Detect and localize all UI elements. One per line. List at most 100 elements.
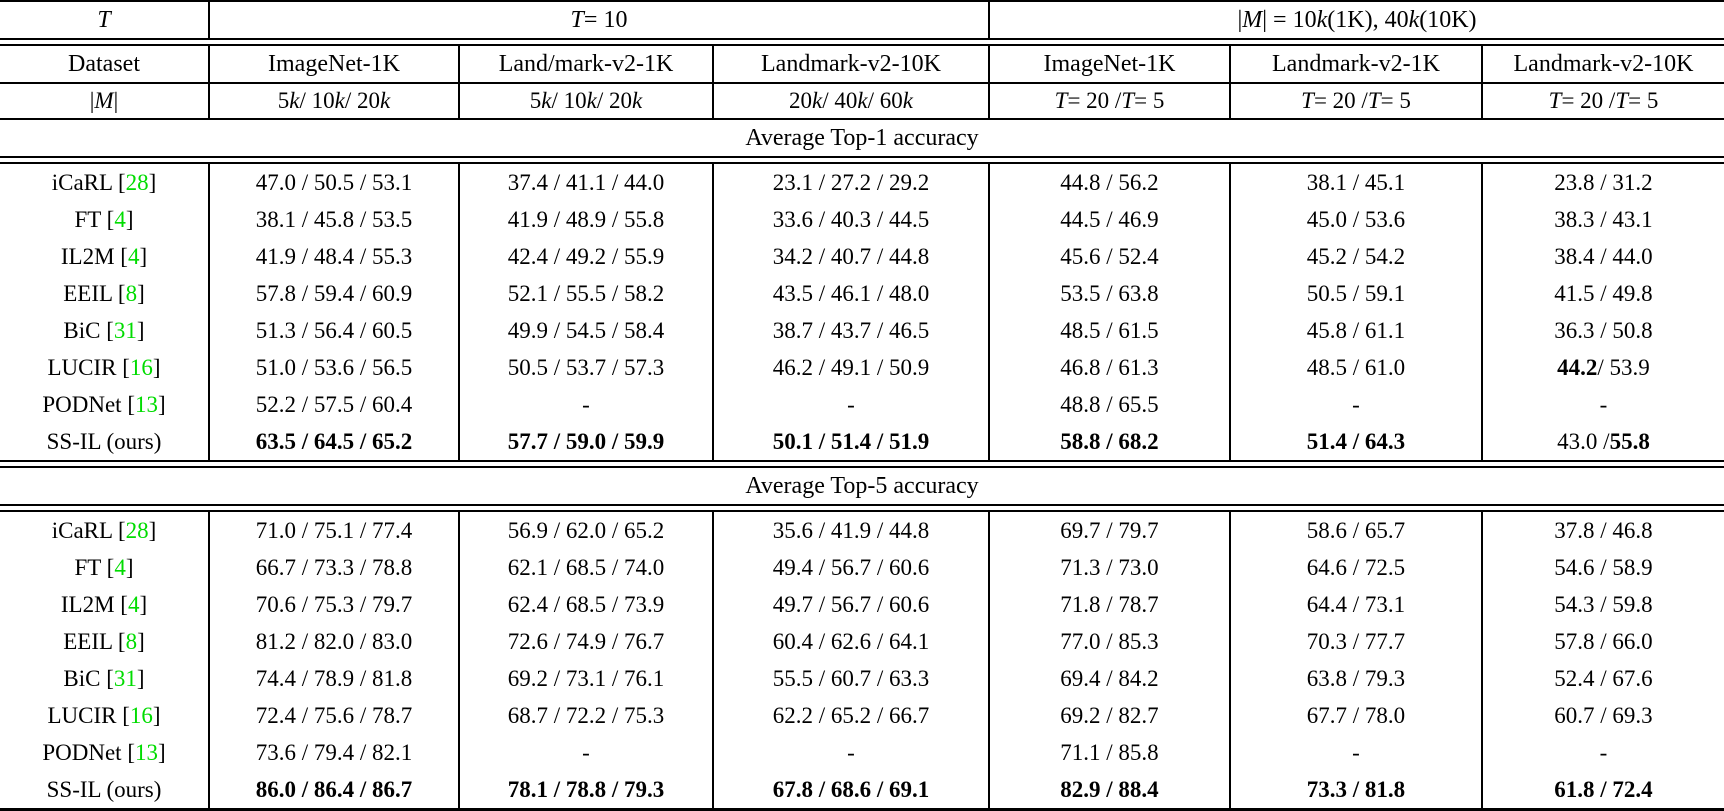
citation-link[interactable]: 4: [114, 554, 126, 580]
value-cell: 61.8 / 72.4: [1481, 771, 1724, 808]
value-cell: 41.5 / 49.8: [1481, 275, 1724, 312]
citation-link[interactable]: 13: [134, 739, 158, 765]
section-title-text: Average Top-1 accuracy: [745, 124, 979, 151]
value-cell: 58.6 / 65.7: [1229, 512, 1481, 549]
value-cell: 69.4 / 84.2: [988, 660, 1229, 697]
table-row: BiC [31] 74.4 / 78.9 / 81.8 69.2 / 73.1 / …: [0, 660, 1724, 697]
value-cell: 52.1 / 55.5 / 58.2: [458, 275, 712, 312]
value-cell: 52.4 / 67.6: [1481, 660, 1724, 697]
value-cell: 48.5 / 61.0: [1229, 349, 1481, 386]
value-cell: 62.4 / 68.5 / 73.9: [458, 586, 712, 623]
value-cell: 60.7 / 69.3: [1481, 697, 1724, 734]
value-cell: 52.2 / 57.5 / 60.4: [208, 386, 458, 423]
method-cell: SS-IL (ours): [46, 776, 162, 802]
value-cell: -: [1229, 734, 1481, 771]
double-rule: [0, 156, 1724, 164]
header-cell-memory: | M |: [89, 88, 119, 113]
citation-link[interactable]: 13: [134, 391, 158, 417]
header-cell-dataset: Landmark-v2-10K: [712, 46, 988, 82]
value-cell: 50.5 / 59.1: [1229, 275, 1481, 312]
value-cell: 71.0 / 75.1 / 77.4: [208, 512, 458, 549]
value-cell: 69.2 / 82.7: [988, 697, 1229, 734]
table-row: IL2M [4] 70.6 / 75.3 / 79.7 62.4 / 68.5 / …: [0, 586, 1724, 623]
method-cell: IL2M [4]: [60, 591, 148, 617]
table-row: BiC [31] 51.3 / 56.4 / 60.5 49.9 / 54.5 / …: [0, 312, 1724, 349]
table-row: IL2M [4] 41.9 / 48.4 / 55.3 42.4 / 49.2 / …: [0, 238, 1724, 275]
citation-link[interactable]: 4: [127, 243, 140, 269]
citation-link[interactable]: 4: [114, 206, 126, 232]
table-row: LUCIR [16] 51.0 / 53.6 / 56.5 50.5 / 53.7 …: [0, 349, 1724, 386]
header-cell-dataset: Dataset: [68, 50, 140, 77]
value-cell: 38.1 / 45.1: [1229, 164, 1481, 201]
value-cell: 64.6 / 72.5: [1229, 549, 1481, 586]
value-cell: -: [458, 734, 712, 771]
header-row-tasks: T T = 10 | M | = 10 k (1K), 40 k (10K): [0, 2, 1724, 38]
method-cell: BiC [31]: [63, 317, 145, 343]
value-cell: 68.7 / 72.2 / 75.3: [458, 697, 712, 734]
header-cell-dataset: ImageNet-1K: [988, 46, 1229, 82]
header-row-dataset: Dataset ImageNet-1K Land/mark-v2-1K Land…: [0, 46, 1724, 82]
value-cell: 71.3 / 73.0: [988, 549, 1229, 586]
method-cell: IL2M [4]: [60, 243, 148, 269]
value-cell: 63.5 / 64.5 / 65.2: [208, 423, 458, 460]
method-cell: PODNet [13]: [42, 391, 166, 417]
value-cell: 54.6 / 58.9: [1481, 549, 1724, 586]
value-cell: 37.8 / 46.8: [1481, 512, 1724, 549]
citation-link[interactable]: 31: [113, 317, 137, 343]
value-cell: 74.4 / 78.9 / 81.8: [208, 660, 458, 697]
value-cell: 41.9 / 48.9 / 55.8: [458, 201, 712, 238]
value-cell: 69.2 / 73.1 / 76.1: [458, 660, 712, 697]
value-cell: -: [1229, 386, 1481, 423]
rule: [0, 118, 1724, 120]
header-cell-dataset: Landmark-v2-1K: [1229, 46, 1481, 82]
value-cell: 35.6 / 41.9 / 44.8: [712, 512, 988, 549]
value-cell: 57.8 / 66.0: [1481, 623, 1724, 660]
citation-link[interactable]: 28: [125, 169, 149, 195]
value-cell: 54.3 / 59.8: [1481, 586, 1724, 623]
header-cell-memory: T = 20 / T = 5: [988, 84, 1229, 118]
method-cell: EEIL [8]: [63, 280, 145, 306]
value-cell: 81.2 / 82.0 / 83.0: [208, 623, 458, 660]
value-cell: -: [1481, 386, 1724, 423]
value-cell: 38.4 / 44.0: [1481, 238, 1724, 275]
citation-link[interactable]: 8: [125, 280, 138, 306]
double-rule: [0, 504, 1724, 512]
value-cell: 60.4 / 62.6 / 64.1: [712, 623, 988, 660]
method-cell: iCaRL [28]: [51, 169, 157, 195]
value-cell: 23.8 / 31.2: [1481, 164, 1724, 201]
table-row: LUCIR [16] 72.4 / 75.6 / 78.7 68.7 / 72.2 …: [0, 697, 1724, 734]
value-cell: 66.7 / 73.3 / 78.8: [208, 549, 458, 586]
citation-link[interactable]: 31: [113, 665, 137, 691]
value-cell: 63.8 / 79.3: [1229, 660, 1481, 697]
value-cell: 57.7 / 59.0 / 59.9: [458, 423, 712, 460]
table-top-rule: [0, 0, 1724, 2]
citation-link[interactable]: 4: [127, 591, 140, 617]
value-cell: 70.6 / 75.3 / 79.7: [208, 586, 458, 623]
value-cell: 86.0 / 86.4 / 86.7: [208, 771, 458, 808]
header-cell-dataset: Land/mark-v2-1K: [458, 46, 712, 82]
value-cell: 50.5 / 53.7 / 57.3: [458, 349, 712, 386]
value-cell: 41.9 / 48.4 / 55.3: [208, 238, 458, 275]
value-cell: 78.1 / 78.8 / 79.3: [458, 771, 712, 808]
value-cell: 72.4 / 75.6 / 78.7: [208, 697, 458, 734]
value-cell: 49.7 / 56.7 / 60.6: [712, 586, 988, 623]
value-cell: 57.8 / 59.4 / 60.9: [208, 275, 458, 312]
table-row: iCaRL [28] 71.0 / 75.1 / 77.4 56.9 / 62.0 …: [0, 512, 1724, 549]
citation-link[interactable]: 16: [129, 702, 153, 728]
value-cell: 73.3 / 81.8: [1229, 771, 1481, 808]
value-cell: 44.5 / 46.9: [988, 201, 1229, 238]
value-cell: -: [458, 386, 712, 423]
value-cell: 49.4 / 56.7 / 60.6: [712, 549, 988, 586]
header-cell-memory: 20 k / 40 k / 60 k: [712, 84, 988, 118]
value-cell: 42.4 / 49.2 / 55.9: [458, 238, 712, 275]
value-cell: 70.3 / 77.7: [1229, 623, 1481, 660]
citation-link[interactable]: 28: [125, 517, 149, 543]
citation-link[interactable]: 8: [125, 628, 138, 654]
value-cell: 77.0 / 85.3: [988, 623, 1229, 660]
table-row: FT [4] 66.7 / 73.3 / 78.8 62.1 / 68.5 / 74…: [0, 549, 1724, 586]
method-cell: LUCIR [16]: [47, 702, 161, 728]
header-cell-dataset: Landmark-v2-10K: [1481, 46, 1724, 82]
value-cell: 50.1 / 51.4 / 51.9: [712, 423, 988, 460]
value-cell: 53.5 / 63.8: [988, 275, 1229, 312]
citation-link[interactable]: 16: [129, 354, 153, 380]
